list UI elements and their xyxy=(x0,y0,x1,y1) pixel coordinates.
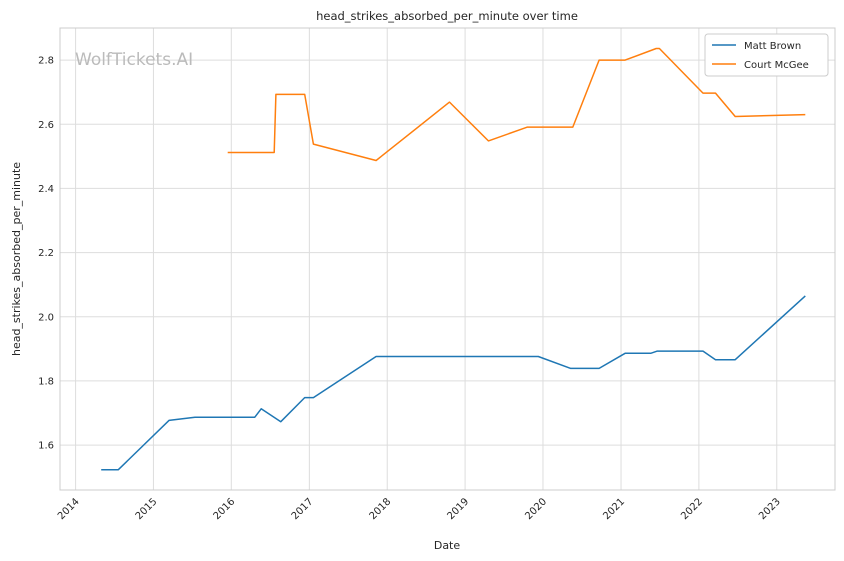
y-axis-ticks: 1.6 1.8 2.0 2.2 2.4 2.6 2.8 xyxy=(38,56,54,452)
plot-area-frame xyxy=(59,27,836,491)
grid xyxy=(60,28,835,490)
x-tick-label: 2022 xyxy=(679,496,705,522)
series-line-matt-brown xyxy=(101,295,806,471)
x-tick-label: 2023 xyxy=(757,496,783,522)
y-tick-label: 2.4 xyxy=(38,184,54,195)
x-tick-label: 2018 xyxy=(368,496,394,522)
x-tick-label: 2016 xyxy=(212,496,238,522)
y-tick-label: 2.8 xyxy=(38,56,54,67)
y-tick-label: 1.6 xyxy=(38,441,54,452)
x-tick-label: 2021 xyxy=(601,496,627,522)
legend: Matt Brown Court McGee xyxy=(704,33,829,77)
legend-label-matt-brown: Matt Brown xyxy=(744,41,801,52)
series-lines xyxy=(101,47,806,471)
y-tick-label: 2.6 xyxy=(38,120,54,131)
series-line-court-mcgee xyxy=(227,47,806,162)
x-tick-label: 2017 xyxy=(290,496,316,522)
x-tick-label: 2019 xyxy=(445,496,471,522)
x-axis-label: Date xyxy=(434,539,461,552)
x-tick-label: 2020 xyxy=(523,496,549,522)
watermark-text: WolfTickets.AI xyxy=(75,50,193,70)
y-axis-label: head_strikes_absorbed_per_minute xyxy=(10,162,23,356)
x-tick-label: 2014 xyxy=(56,496,82,522)
x-axis-ticks: 2014 2015 2016 2017 2018 2019 2020 2021 2022 2023 xyxy=(56,496,783,522)
x-tick-label: 2015 xyxy=(134,496,160,522)
legend-label-court-mcgee: Court McGee xyxy=(744,60,809,71)
y-tick-label: 2.0 xyxy=(38,312,54,323)
y-tick-label: 2.2 xyxy=(38,248,54,259)
chart-title: head_strikes_absorbed_per_minute over ti… xyxy=(316,9,578,23)
y-tick-label: 1.8 xyxy=(38,376,54,387)
